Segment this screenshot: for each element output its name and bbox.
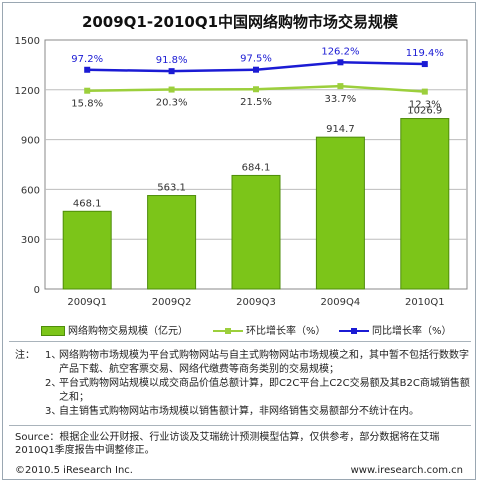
chart-svg: 0 300 600 900 1200 1500 468.1 563.1 684.1 914.7 10… (15, 36, 468, 308)
notes-label: 注： (15, 350, 35, 361)
note-text: 自主销售式购物网站市场规模以销售额计算，非网络销售交易额部分不统计在内。 (59, 406, 419, 417)
copyright-text: ©2010.5 iResearch Inc. (15, 465, 133, 476)
bar-value-label: 563.1 (157, 183, 186, 194)
note-item: 2、 平台式购物网站规模以成交商品价值总额计算，即C2C平台上C2C交易额及其B… (15, 377, 470, 405)
mom-label: 15.8% (71, 99, 103, 110)
yoy-label: 126.2% (321, 46, 359, 57)
mom-label: 20.3% (156, 98, 188, 109)
bar-value-label: 684.1 (242, 162, 271, 173)
legend-item-yoy: 同比增长率（%） (339, 322, 452, 337)
yoy-label: 119.4% (406, 48, 444, 59)
note-item: 3、 自主销售式购物网站市场规模以销售额计算，非网络销售交易额部分不统计在内。 (15, 405, 470, 419)
divider-top (9, 341, 471, 342)
note-number: 3、 (45, 406, 62, 417)
bar (400, 118, 450, 290)
mom-marker (253, 86, 259, 93)
x-tick-label: 2009Q4 (321, 297, 361, 308)
note-text: 平台式购物网站规模以成交商品价值总额计算，即C2C平台上C2C交易额及其B2C商… (59, 378, 470, 403)
chart-title: 2009Q1-2010Q1中国网络购物市场交易规模 (81, 13, 399, 31)
bar (231, 174, 281, 290)
mom-marker (168, 86, 175, 93)
y-tick-label: 1200 (15, 86, 40, 97)
legend-bar-swatch (41, 326, 65, 336)
yoy-label: 91.8% (156, 55, 188, 66)
note-number: 1、 (45, 350, 62, 361)
yoy-marker (253, 66, 259, 73)
note-number: 2、 (45, 378, 62, 389)
note-item: 注： 1、 网络购物市场规模为平台式购物网站与自主式购物网站市场规模之和，其中暂… (15, 349, 470, 377)
yoy-label: 97.5% (240, 54, 272, 65)
yoy-label: 97.2% (71, 54, 103, 65)
mom-marker (84, 87, 91, 94)
mom-label: 21.5% (240, 97, 272, 108)
y-tick-label: 0 (34, 285, 40, 296)
bar-value-label: 914.7 (326, 124, 355, 135)
note-text: 网络购物市场规模为平台式购物网站与自主式购物网站市场规模之和，其中暂不包括行数数… (59, 350, 469, 375)
y-tick-label: 900 (21, 136, 40, 147)
source-note: Source：根据企业公开财报、行业访谈及艾瑞统计预测模型估算，仅供参考，部分数… (15, 432, 440, 456)
x-tick-label: 2009Q2 (152, 297, 192, 308)
yoy-marker (168, 68, 175, 75)
yoy-marker (84, 66, 91, 73)
mom-label: 12.3% (409, 100, 441, 111)
mom-label: 33.7% (325, 94, 357, 105)
chart-frame: 2009Q1-2010Q1中国网络购物市场交易规模 0 300 600 900 1200… (2, 2, 476, 480)
mom-marker (421, 88, 428, 95)
mom-marker (337, 83, 344, 90)
bar (62, 210, 112, 290)
legend-mom-swatch (213, 327, 243, 335)
x-tick-label: 2009Q3 (236, 297, 276, 308)
bar-value-label: 468.1 (73, 198, 102, 209)
y-tick-label: 300 (21, 235, 40, 246)
x-tick-label: 2010Q1 (405, 297, 445, 308)
notes-block: 注： 1、 网络购物市场规模为平台式购物网站与自主式购物网站市场规模之和，其中暂… (15, 349, 470, 419)
legend-item-mom: 环比增长率（%） (213, 322, 326, 337)
legend-mom-label: 环比增长率（%） (246, 326, 326, 337)
legend-bar-label: 网络购物交易规模（亿元） (68, 326, 188, 337)
x-tick-label: 2009Q1 (67, 297, 107, 308)
divider-bottom (9, 425, 471, 426)
legend-yoy-swatch (339, 327, 369, 335)
legend-yoy-label: 同比增长率（%） (372, 326, 452, 337)
y-tick-label: 1500 (15, 36, 40, 47)
website-text: www.iresearch.com.cn (350, 465, 463, 476)
yoy-marker (421, 61, 428, 68)
legend-item-bars: 网络购物交易规模（亿元） (41, 322, 188, 337)
bar (147, 195, 197, 290)
y-tick-label: 600 (21, 185, 40, 196)
bar-value-label: 1026.9 (407, 106, 442, 117)
bar (315, 136, 365, 290)
yoy-marker (337, 59, 344, 66)
